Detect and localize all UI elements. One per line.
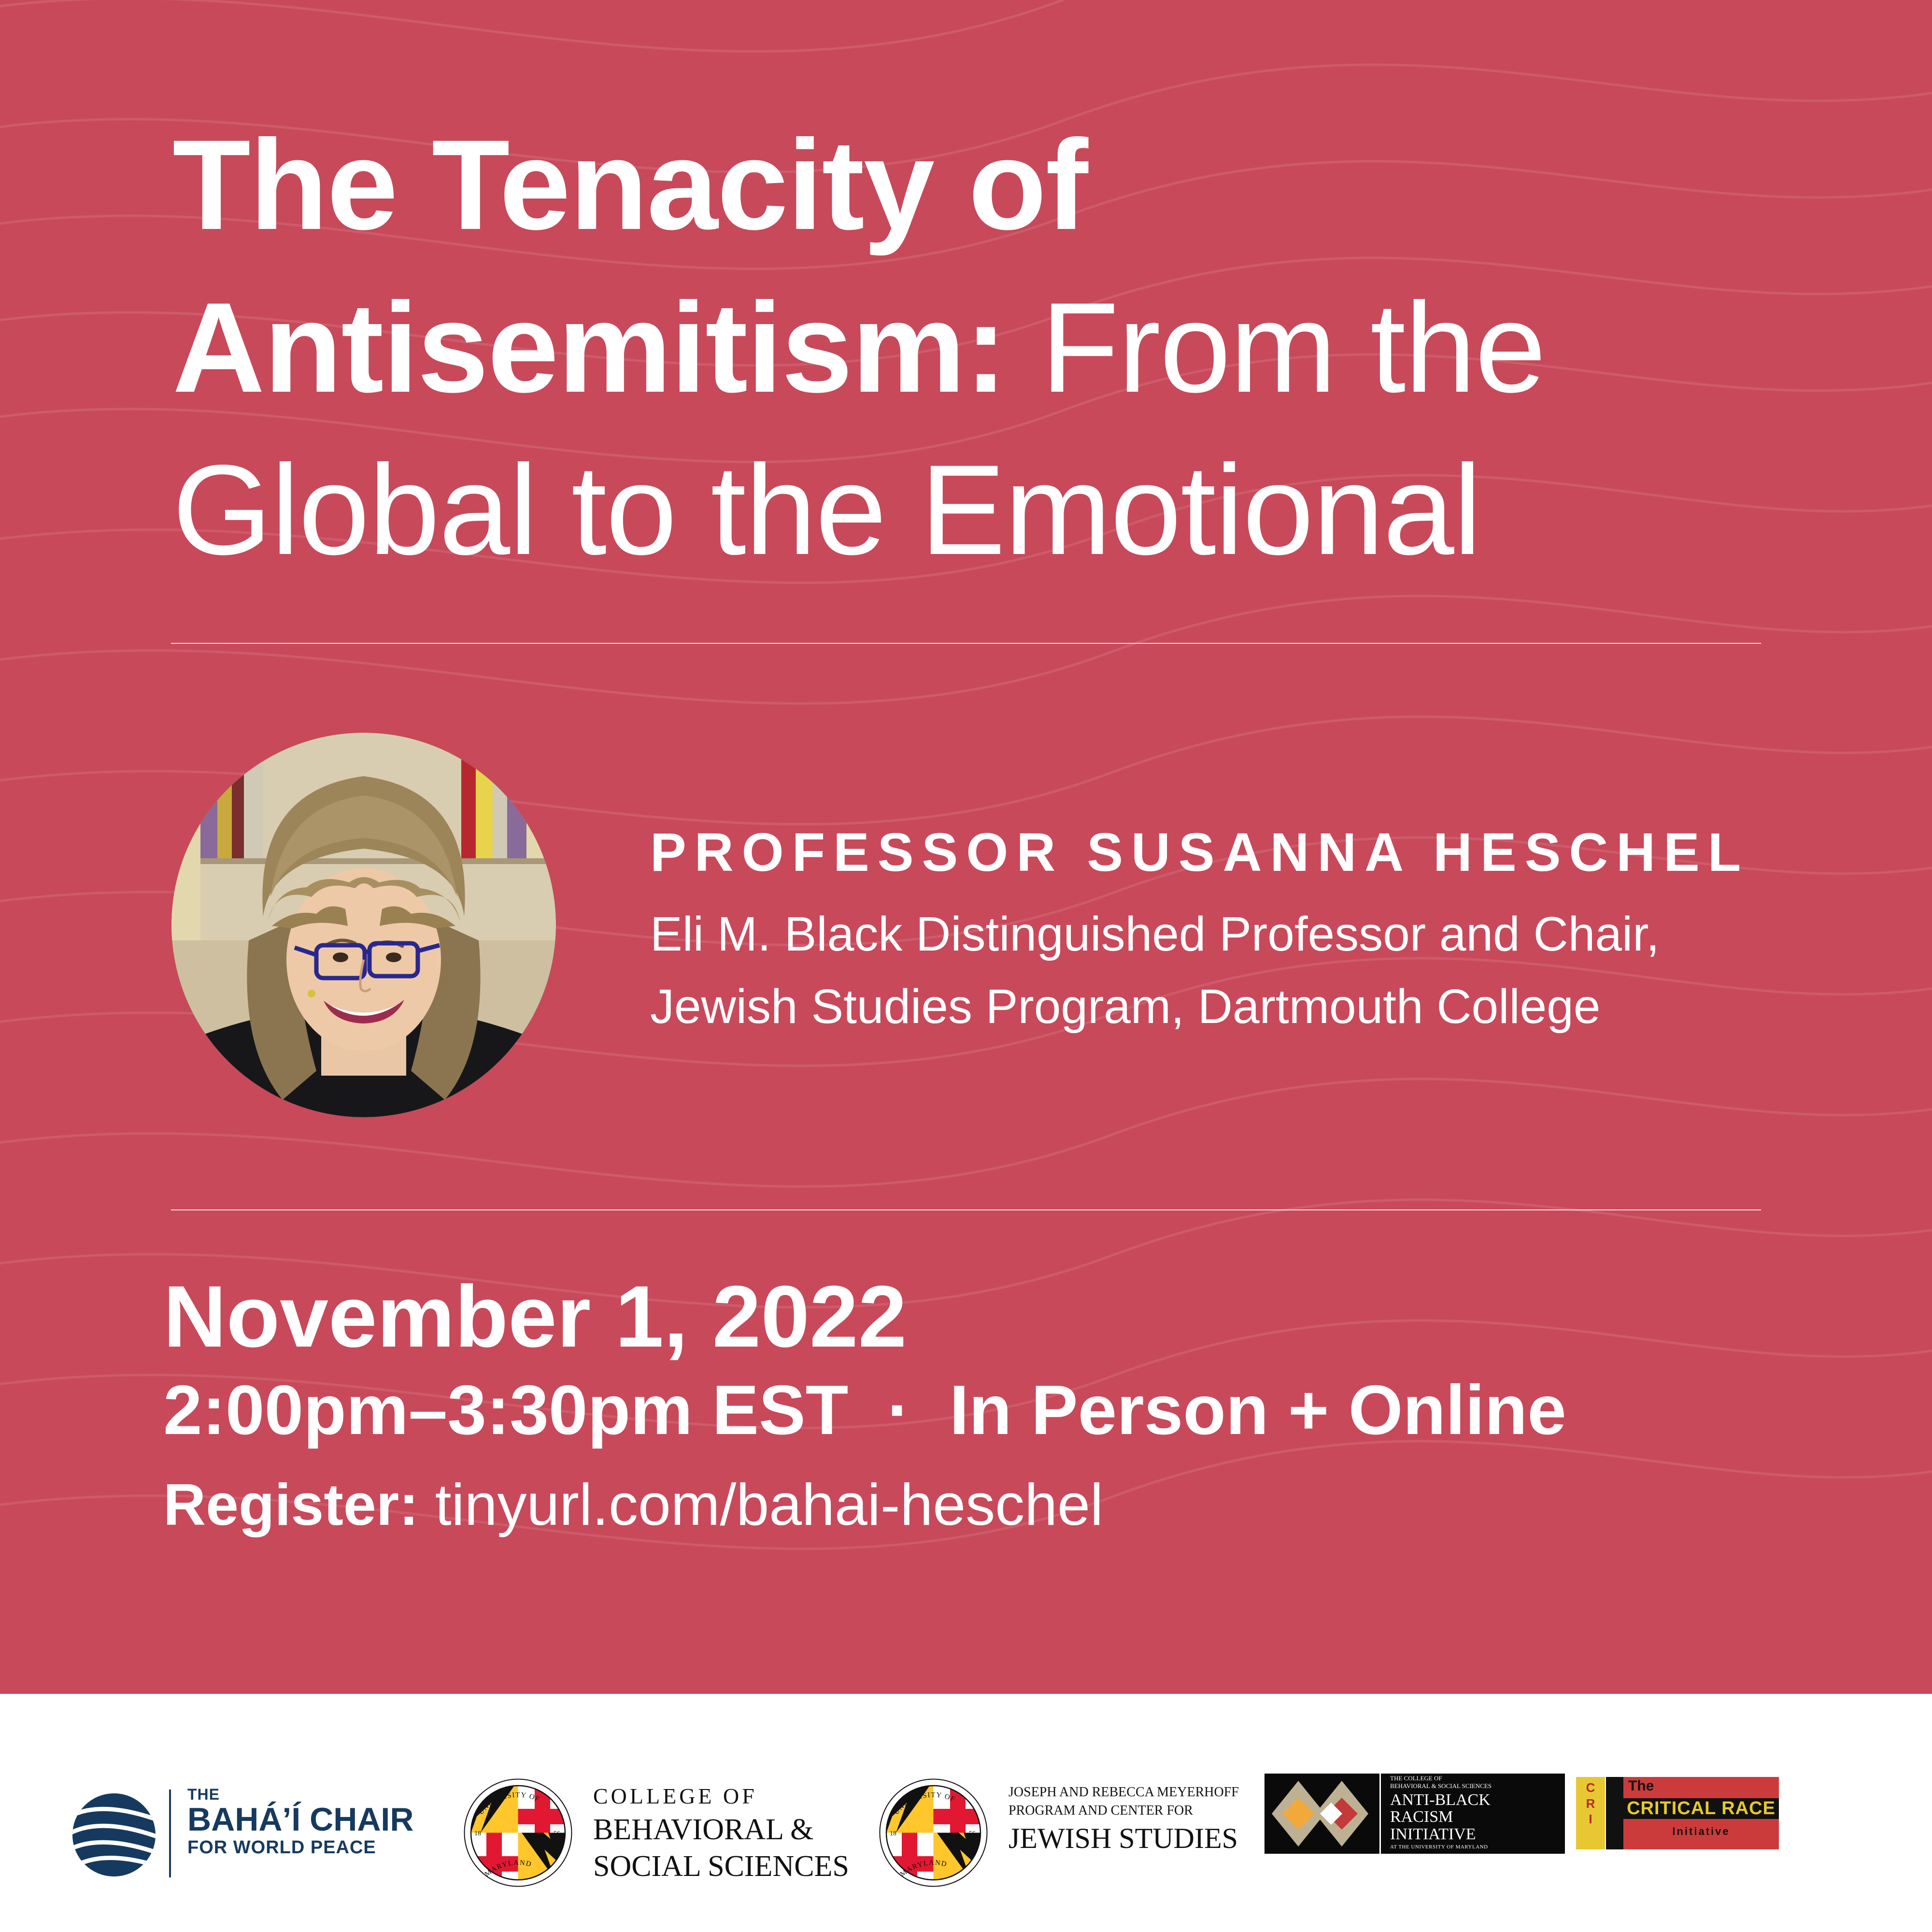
svg-text:18: 18 xyxy=(890,1830,896,1837)
svg-text:18: 18 xyxy=(474,1830,481,1837)
svg-text:56: 56 xyxy=(554,1830,560,1837)
svg-text:56: 56 xyxy=(969,1830,976,1837)
